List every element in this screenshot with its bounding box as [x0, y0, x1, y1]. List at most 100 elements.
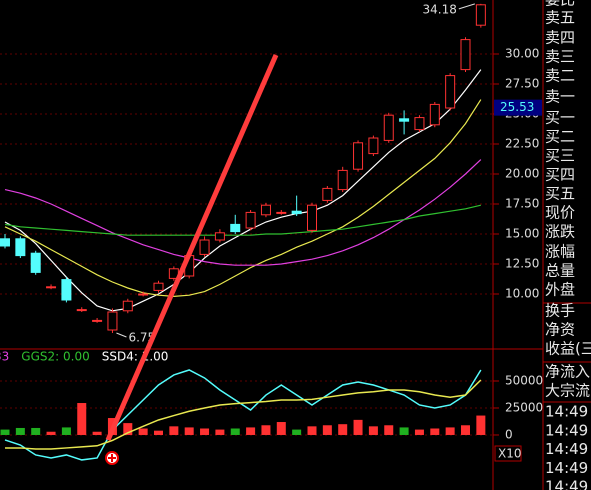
quote-label: 卖三 — [545, 48, 575, 66]
volume-bar — [368, 426, 378, 435]
volume-bar — [292, 429, 302, 435]
candle-body — [307, 204, 317, 231]
quote-label: 大宗流 — [545, 382, 590, 400]
candle-body — [383, 114, 394, 141]
y-tick-label: 20.00 — [505, 167, 539, 181]
candle-body — [214, 232, 225, 241]
max-arrow — [458, 3, 475, 10]
volume-bar — [61, 427, 71, 435]
volume-bar — [154, 430, 163, 435]
candle-body — [199, 239, 210, 255]
volume-bar — [246, 427, 256, 435]
y-tick-label: 27.50 — [505, 77, 539, 91]
time-label: 14:49 — [545, 421, 588, 439]
candle-body — [353, 142, 364, 170]
candle-body — [445, 75, 456, 109]
quote-label: 卖二 — [545, 67, 575, 85]
trend-arrow — [105, 54, 279, 441]
volume-bar — [461, 425, 470, 435]
moving-average — [4, 159, 482, 266]
candle-body — [291, 210, 302, 215]
volume-bar — [445, 427, 455, 435]
y-tick-label: 50000 — [505, 373, 543, 387]
last-price-box — [494, 99, 542, 116]
volume-bar — [31, 427, 41, 435]
candle-body — [30, 252, 41, 273]
indicator-legend: GGS2: 0.00 — [21, 350, 89, 364]
moving-average — [4, 69, 482, 312]
candle-body — [429, 103, 440, 126]
y-tick-label: 10.00 — [505, 287, 539, 301]
y-tick-label: 0 — [505, 427, 513, 441]
moving-average — [4, 99, 482, 298]
volume-bar — [169, 426, 179, 435]
indicator-line — [4, 369, 482, 461]
candle-body — [337, 169, 348, 191]
quote-label: 收益(三) — [545, 340, 591, 358]
y-tick-label: 17.50 — [505, 197, 539, 211]
candle-body — [46, 286, 57, 289]
candle-body — [153, 282, 164, 291]
volume-bar — [123, 423, 133, 435]
candle-body — [414, 117, 425, 131]
time-label: 14:49 — [545, 403, 588, 421]
time-label: 14:49 — [545, 440, 588, 458]
volume-bar — [430, 428, 440, 435]
quote-label: 换手 — [545, 302, 575, 320]
candle-body — [322, 187, 333, 201]
quote-label: 卖一 — [545, 88, 575, 106]
indicator-line — [5, 379, 482, 450]
indicator-legend: SSD4: 1.00 — [102, 350, 169, 364]
candle-body — [0, 238, 10, 247]
last-price-label: 25.53 — [500, 100, 534, 114]
volume-bar — [276, 422, 286, 435]
quote-label: 买四 — [545, 166, 575, 184]
volume-bar — [200, 428, 210, 435]
max-label: 34.18 — [422, 2, 456, 16]
volume-bar — [353, 419, 363, 435]
quote-label: 涨幅 — [545, 243, 575, 261]
volume-bar — [46, 431, 56, 435]
scale-label: X10 — [498, 447, 522, 461]
quote-label: 涨跌 — [545, 223, 575, 241]
volume-bar — [184, 427, 194, 435]
volume-bar — [15, 427, 25, 435]
volume-bar — [0, 429, 10, 435]
volume-bar — [322, 425, 332, 435]
y-tick-label: 12.50 — [505, 257, 539, 271]
volume-bar — [230, 428, 240, 435]
indicator-legend: 33 — [0, 350, 9, 364]
quote-label: 净资 — [545, 321, 575, 339]
quote-label: 现价 — [545, 204, 575, 222]
min-arrow — [116, 332, 127, 338]
time-label: 14:49 — [545, 459, 588, 477]
candle-body — [245, 211, 256, 229]
y-tick-label: 22.50 — [505, 137, 539, 151]
quote-label: 买二 — [545, 128, 575, 146]
candle-body — [368, 137, 379, 155]
volume-bar — [215, 429, 225, 435]
candle-body — [76, 309, 87, 312]
quote-label: 净流入 — [545, 363, 590, 381]
candle-body — [260, 204, 271, 216]
volume-bar — [399, 427, 409, 435]
quote-label: 卖四 — [545, 29, 575, 47]
volume-bar — [261, 425, 271, 435]
candle-body — [61, 279, 72, 301]
volume-bar — [384, 425, 394, 435]
candle-body — [460, 39, 471, 71]
quote-label: 委比 — [545, 0, 575, 9]
y-tick-label: 30.00 — [505, 47, 539, 61]
quote-label: 买三 — [545, 147, 575, 165]
candle-body — [276, 211, 287, 214]
candle-body — [399, 118, 410, 122]
quote-label: 卖五 — [545, 9, 575, 27]
quote-label: 买五 — [545, 185, 575, 203]
volume-bar — [92, 431, 102, 435]
candle-body — [475, 4, 486, 26]
moving-average — [4, 204, 481, 236]
volume-bar — [338, 424, 348, 435]
quote-label: 外盘 — [545, 281, 575, 299]
